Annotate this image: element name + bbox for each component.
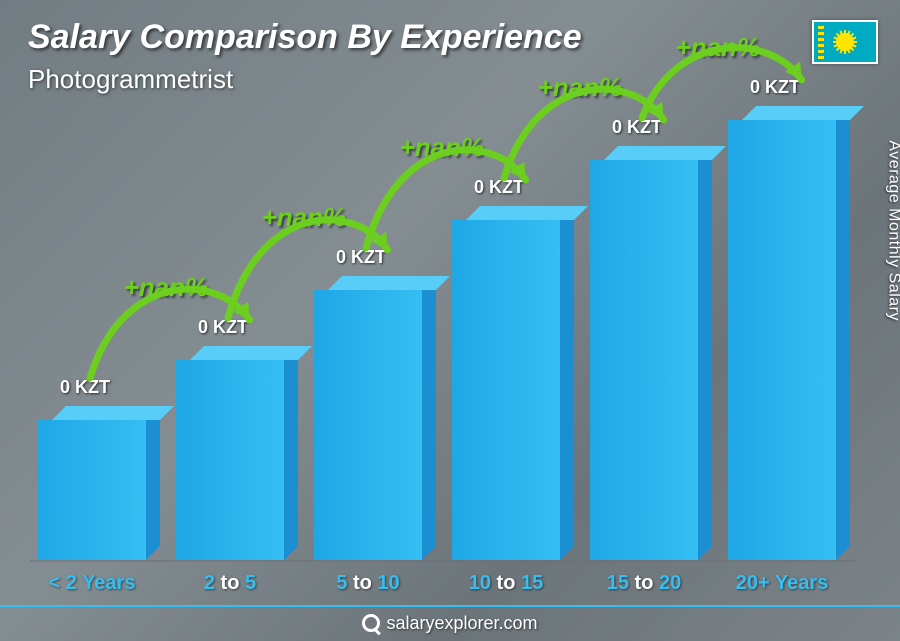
x-axis-label: < 2 Years <box>38 572 146 595</box>
x-axis-label: 15 to 20 <box>590 572 698 595</box>
bar-side <box>560 206 574 560</box>
logo-icon <box>362 614 380 632</box>
bar-0 <box>38 406 160 560</box>
bar-3 <box>452 206 574 560</box>
bar-top <box>742 106 864 120</box>
bar-front <box>452 220 560 560</box>
bar-top <box>190 346 312 360</box>
bar-value-label: 0 KZT <box>474 177 524 198</box>
infographic-stage: Salary Comparison By Experience Photogra… <box>0 0 900 641</box>
bar-top <box>466 206 588 220</box>
bar-front <box>314 290 422 560</box>
y-axis-label: Average Monthly Salary <box>885 140 900 321</box>
bar-side <box>422 276 436 560</box>
bar-value-label: 0 KZT <box>198 317 248 338</box>
x-axis-label: 20+ Years <box>728 572 836 595</box>
bar-value-label: 0 KZT <box>612 117 662 138</box>
footer-rule <box>0 605 900 607</box>
bar-value-label: 0 KZT <box>336 247 386 268</box>
bar-side <box>836 106 850 560</box>
growth-label: +nan% <box>538 72 623 103</box>
bar-4 <box>590 146 712 560</box>
bar-front <box>590 160 698 560</box>
bar-chart: 0 KZT 0 KZT +nan% 0 KZT +nan% 0 KZT +nan% 0 KZT… <box>30 0 856 560</box>
bar-5 <box>728 106 850 560</box>
footer: salaryexplorer.com <box>0 613 900 634</box>
footer-text: salaryexplorer.com <box>386 613 537 633</box>
bar-front <box>38 420 146 560</box>
growth-label: +nan% <box>676 32 761 63</box>
bar-top <box>52 406 174 420</box>
bar-value-label: 0 KZT <box>750 77 800 98</box>
x-axis-line <box>30 560 856 562</box>
growth-label: +nan% <box>400 132 485 163</box>
bar-side <box>698 146 712 560</box>
bar-side <box>146 406 160 560</box>
growth-label: +nan% <box>262 202 347 233</box>
x-axis-label: 2 to 5 <box>176 572 284 595</box>
bar-top <box>604 146 726 160</box>
bar-value-label: 0 KZT <box>60 377 110 398</box>
bar-1 <box>176 346 298 560</box>
x-axis-label: 10 to 15 <box>452 572 560 595</box>
bar-2 <box>314 276 436 560</box>
bar-top <box>328 276 450 290</box>
growth-label: +nan% <box>124 272 209 303</box>
bar-front <box>728 120 836 560</box>
x-axis-label: 5 to 10 <box>314 572 422 595</box>
bar-side <box>284 346 298 560</box>
bar-front <box>176 360 284 560</box>
